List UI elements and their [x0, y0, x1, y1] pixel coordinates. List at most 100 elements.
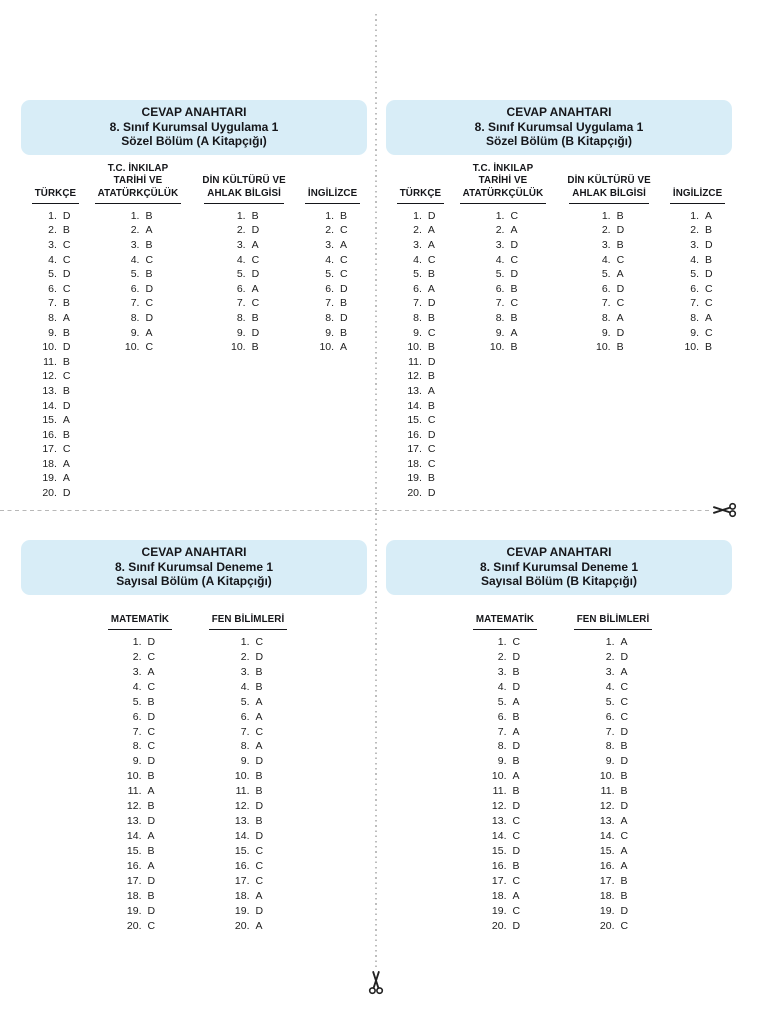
- answer-row: 1. A: [567, 635, 659, 650]
- answer-list: 1. C 2. D 3. B 4. B 5. A 6. A 7. C 8. A 9. D 10. B 11. B 12. D 1…: [202, 635, 294, 934]
- answer-letter: A: [620, 635, 628, 648]
- answer-row: 3. B: [459, 665, 551, 680]
- answer-row: 1. D: [23, 209, 88, 224]
- answer-row: 5. B: [94, 695, 186, 710]
- answer-letter: B: [427, 370, 435, 383]
- question-number: 7.: [132, 725, 142, 738]
- subject-title: MATEMATİK: [94, 614, 186, 630]
- question-number: 18.: [491, 889, 507, 902]
- answer-row: 4. C: [188, 253, 300, 268]
- subject-title: FEN BİLİMLERİ: [567, 614, 659, 630]
- answer-letter: C: [145, 253, 154, 266]
- answer-row: 17. C: [388, 442, 453, 457]
- question-number: 10.: [491, 770, 507, 783]
- answer-letter: C: [251, 297, 260, 310]
- question-number: 16.: [234, 859, 250, 872]
- answer-list: 1. B 2. D 3. A 4. C 5. D 6. A 7. C 8. B 9. D 10. B: [188, 209, 300, 355]
- answer-row: 9. B: [300, 326, 365, 341]
- answer-row: 3. A: [300, 238, 365, 253]
- answer-list: 1. D 2. B 3. C 4. C 5. D 6. C 7. B 8. A 9. B 10. D 11. B 12. C 1…: [23, 209, 88, 501]
- answer-letter: A: [255, 919, 263, 932]
- question-number: 6.: [497, 710, 507, 723]
- question-number: 8.: [497, 740, 507, 753]
- question-number: 9.: [130, 326, 140, 339]
- answer-row: 19. D: [94, 904, 186, 919]
- answer-letter: A: [510, 326, 518, 339]
- answer-row: 15. C: [388, 413, 453, 428]
- answer-letter: B: [616, 341, 624, 354]
- answer-row: 7. C: [94, 725, 186, 740]
- answer-row: 8. D: [459, 739, 551, 754]
- subject-column: TÜRKÇE 1. D 2. B 3. C 4. C 5. D 6. C 7. B 8. A 9. B 10. D 11.…: [23, 162, 88, 501]
- question-number: 18.: [599, 889, 615, 902]
- question-number: 16.: [491, 859, 507, 872]
- answer-row: 8. B: [188, 311, 300, 326]
- answer-row: 8. A: [553, 311, 665, 326]
- answer-row: 8. B: [388, 311, 453, 326]
- subject-title: İNGİLİZCE: [665, 162, 730, 204]
- answer-letter: D: [512, 845, 521, 857]
- answer-letter: A: [147, 665, 155, 678]
- subject-title-line: İNGİLİZCE: [669, 188, 726, 204]
- answer-letter: D: [145, 311, 154, 324]
- question-number: 7.: [497, 725, 507, 738]
- subject-columns: MATEMATİK 1. C 2. D 3. B 4. D 5. A 6. B 7. A 8. D 9. B 10. A…: [386, 614, 732, 934]
- answer-letter: D: [147, 815, 156, 828]
- answer-letter: D: [616, 282, 625, 295]
- answer-letter: A: [705, 311, 713, 324]
- subject-column: DİN KÜLTÜRÜ VE AHLAK BİLGİSİ 1. B 2. D 3. B 4. C 5…: [553, 162, 665, 501]
- question-number: 3.: [605, 665, 615, 678]
- answer-letter: B: [427, 472, 435, 485]
- question-number: 8.: [132, 740, 142, 753]
- answer-row: 4. D: [459, 680, 551, 695]
- question-number: 15.: [407, 414, 422, 427]
- question-number: 5.: [325, 268, 335, 281]
- answer-row: 15. A: [567, 844, 659, 859]
- question-number: 6.: [495, 282, 505, 295]
- question-number: 11.: [235, 785, 250, 798]
- answer-letter: B: [145, 209, 153, 222]
- question-number: 6.: [130, 282, 140, 295]
- answer-letter: C: [62, 370, 71, 383]
- answer-letter: C: [147, 919, 156, 932]
- subject-title-line: TÜRKÇE: [31, 188, 80, 204]
- answer-row: 9. D: [202, 754, 294, 769]
- section-subtitle: 8. Sınıf Kurumsal Uygulama 1: [109, 119, 279, 134]
- answer-row: 18. A: [23, 457, 88, 472]
- answer-row: 9. B: [459, 754, 551, 769]
- answer-letter: C: [512, 815, 521, 828]
- answer-row: 12. B: [94, 799, 186, 814]
- answer-letter: A: [251, 238, 259, 251]
- question-number: 6.: [240, 710, 250, 723]
- subject-columns: TÜRKÇE 1. D 2. A 3. A 4. C 5. B 6. A 7. D 8. B 9. C 10. B 11.…: [386, 162, 732, 501]
- answer-row: 4. B: [665, 253, 730, 268]
- answer-letter: A: [620, 845, 628, 857]
- question-number: 4.: [325, 253, 335, 266]
- answer-letter: D: [512, 650, 521, 663]
- answer-row: 4. C: [88, 253, 188, 268]
- section-header: CEVAP ANAHTARI 8. Sınıf Kurumsal Uygulam…: [21, 100, 367, 155]
- subject-title-line: MATEMATİK: [107, 614, 173, 630]
- question-number: 20.: [407, 487, 422, 500]
- answer-row: 6. D: [94, 710, 186, 725]
- answer-letter: C: [620, 830, 629, 843]
- question-number: 1.: [601, 209, 611, 222]
- answer-letter: A: [620, 665, 628, 678]
- answer-letter: C: [255, 859, 264, 872]
- answer-row: 4. C: [553, 253, 665, 268]
- question-number: 17.: [599, 874, 615, 887]
- answer-letter: A: [145, 224, 153, 237]
- answer-row: 2. D: [188, 223, 300, 238]
- answer-letter: B: [62, 224, 70, 237]
- answer-row: 3. B: [88, 238, 188, 253]
- answer-row: 8. A: [23, 311, 88, 326]
- answer-letter: C: [147, 725, 156, 738]
- answer-letter: C: [620, 710, 629, 723]
- answer-list: 1. A 2. D 3. A 4. C 5. C 6. C 7. D 8. B 9. D 10. B 11. B 12. D 1…: [567, 635, 659, 934]
- answer-row: 2. C: [300, 223, 365, 238]
- answer-letter: C: [145, 341, 154, 354]
- question-number: 13.: [491, 815, 507, 828]
- question-number: 17.: [42, 443, 57, 456]
- answer-row: 3. A: [94, 665, 186, 680]
- answer-row: 7. C: [88, 296, 188, 311]
